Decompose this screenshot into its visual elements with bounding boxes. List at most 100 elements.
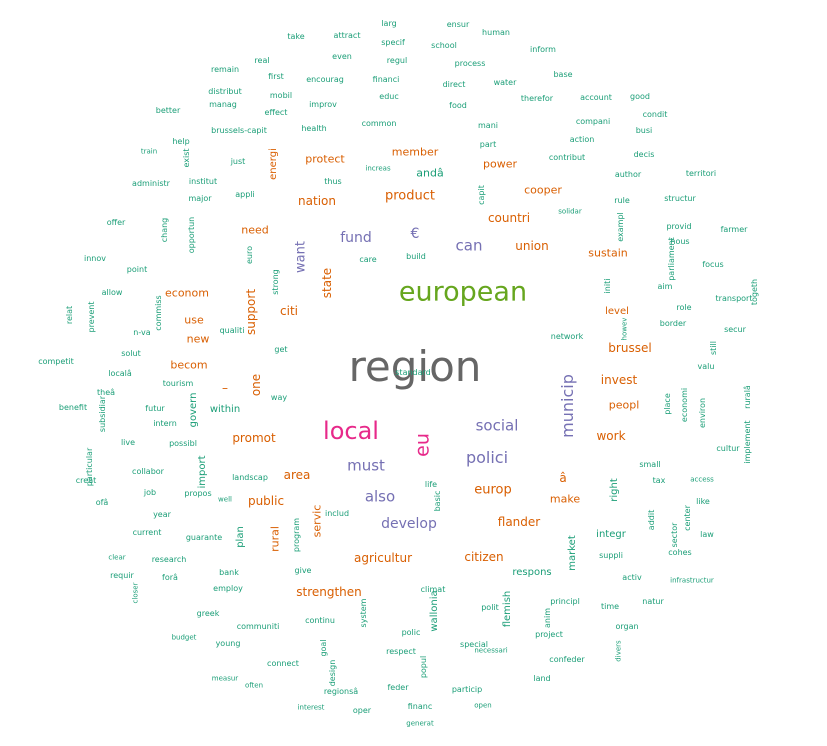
- word-233: land: [533, 674, 551, 683]
- word-89: improv: [309, 100, 337, 109]
- word-110: author: [614, 170, 642, 179]
- word-84: educ: [379, 92, 399, 101]
- word-147: secur: [724, 325, 746, 334]
- word-152: competit: [38, 357, 74, 366]
- word-124: provid: [666, 222, 692, 231]
- word-76: process: [454, 59, 486, 68]
- word-121: chang: [160, 217, 169, 243]
- word-151: still: [709, 341, 718, 355]
- word-26: public: [247, 494, 285, 508]
- word-142: commiss: [154, 295, 163, 331]
- word-176: life: [424, 480, 438, 489]
- word-37: member: [391, 145, 439, 159]
- word-111: territori: [685, 169, 717, 178]
- word-169: cultur: [716, 444, 740, 453]
- word-16: citi: [280, 304, 298, 318]
- word-67: human: [482, 28, 510, 37]
- word-4: eu: [411, 433, 434, 457]
- word-161: environ: [698, 397, 707, 429]
- word-172: collabor: [132, 467, 164, 476]
- word-94: common: [361, 119, 397, 128]
- word-58: plan: [235, 526, 246, 548]
- word-44: new: [186, 332, 210, 346]
- word-194: clear: [108, 553, 126, 562]
- word-240: generat: [406, 719, 434, 728]
- word-211: communiti: [236, 622, 280, 631]
- word-63: take: [287, 32, 305, 41]
- word-187: addit: [647, 509, 656, 531]
- word-186: includ: [324, 509, 350, 518]
- word-232: feder: [387, 683, 409, 692]
- word-9: also: [364, 487, 396, 506]
- word-98: brussels-capit: [211, 126, 267, 135]
- word-201: give: [294, 566, 312, 575]
- word-217: budget: [171, 633, 197, 642]
- word-57: govern: [188, 392, 199, 428]
- word-174: creat: [75, 476, 97, 485]
- word-168: possibl: [169, 439, 197, 448]
- word-43: use: [184, 313, 204, 327]
- word-118: major: [188, 194, 212, 203]
- word-54: flemish: [502, 590, 513, 628]
- word-185: year: [153, 510, 171, 519]
- word-83: mobil: [269, 91, 293, 100]
- word-62: within: [209, 404, 241, 415]
- word-12: can: [455, 236, 483, 255]
- word-200: bank: [219, 568, 239, 577]
- word-175: landscap: [232, 473, 268, 482]
- word-177: tax: [652, 476, 666, 485]
- word-13: €: [410, 226, 420, 242]
- word-68: real: [254, 56, 270, 65]
- word-182: basic: [433, 490, 442, 512]
- word-90: food: [449, 101, 467, 110]
- word-105: just: [230, 157, 246, 166]
- word-113: institut: [188, 177, 218, 186]
- word-74: first: [268, 72, 284, 81]
- word-216: organ: [615, 622, 639, 631]
- word-159: place: [663, 393, 672, 415]
- word-229: measur: [211, 674, 239, 683]
- word-22: europ: [474, 482, 512, 498]
- word-102: part: [479, 140, 497, 149]
- word-103: train: [140, 147, 158, 156]
- word-196: suppli: [599, 551, 623, 560]
- word-222: goal: [319, 639, 328, 657]
- word-29: work: [596, 429, 626, 443]
- word-75: regul: [386, 56, 408, 65]
- word-11: fund: [340, 230, 372, 246]
- word-35: rural: [268, 526, 282, 552]
- word-96: health: [301, 124, 327, 133]
- word-15: state: [320, 267, 334, 299]
- word-88: manag: [209, 100, 237, 109]
- word-230: design: [328, 659, 337, 687]
- word-197: cohes: [668, 548, 692, 557]
- word-87: good: [630, 92, 650, 101]
- word-36: sustain: [588, 246, 628, 260]
- word-112: administr: [132, 179, 170, 188]
- word-138: transport: [715, 294, 753, 303]
- word-93: condit: [642, 110, 668, 119]
- word-5: municip: [558, 374, 577, 438]
- word-210: greek: [196, 609, 220, 618]
- word-119: solidar: [558, 207, 582, 216]
- word-129: hous: [670, 237, 690, 246]
- word-183: like: [696, 497, 710, 506]
- word-109: thus: [324, 177, 342, 186]
- word-66: ensur: [446, 20, 470, 29]
- word-39: cooper: [524, 183, 562, 197]
- word-146: border: [659, 319, 687, 328]
- word-162: ruralâ: [743, 385, 752, 409]
- word-70: specif: [381, 38, 405, 47]
- word-71: school: [431, 41, 457, 50]
- word-191: program: [292, 517, 301, 553]
- word-234: regionsâ: [323, 687, 359, 696]
- word-38: power: [483, 157, 517, 171]
- word-92: effect: [264, 108, 288, 117]
- word-219: polic: [401, 628, 421, 637]
- word-25: area: [283, 468, 311, 482]
- word-206: climat: [420, 585, 446, 594]
- word-99: busi: [635, 126, 653, 135]
- word-192: sector: [670, 522, 679, 548]
- word-19: nation: [298, 194, 336, 208]
